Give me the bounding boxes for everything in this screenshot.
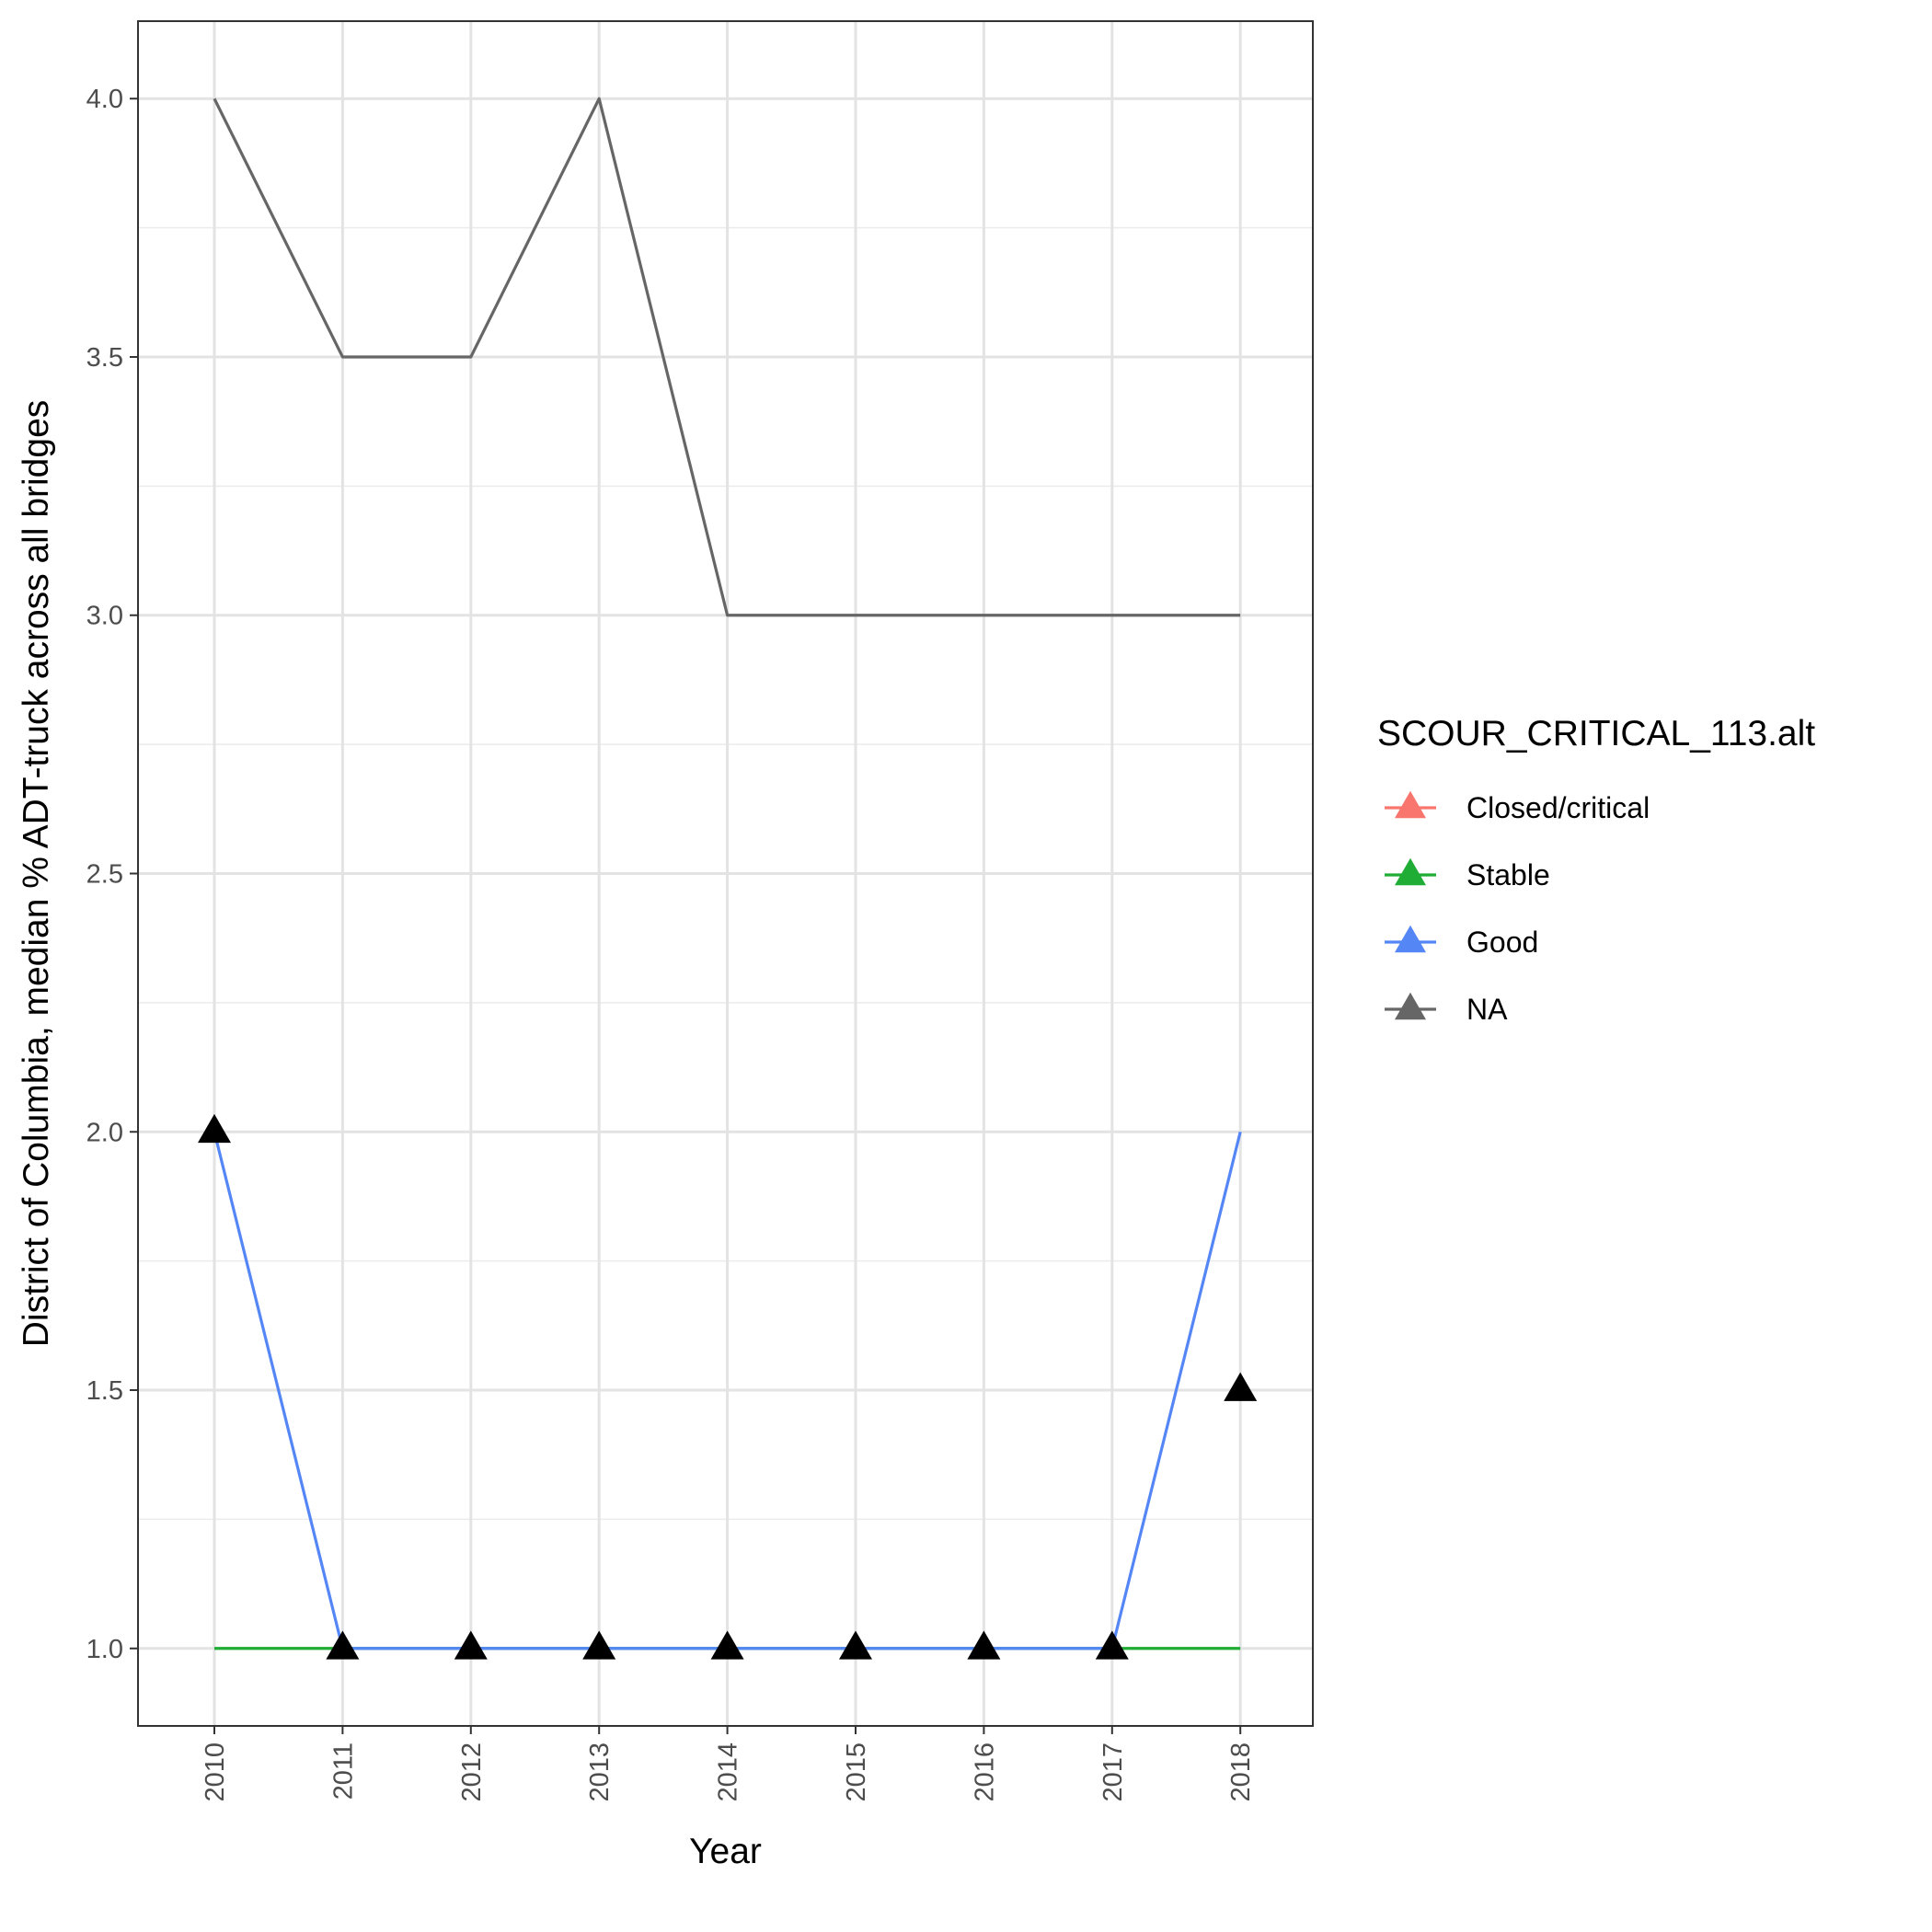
legend-label-stable: Stable — [1466, 858, 1550, 891]
data-point-marker — [1095, 1630, 1129, 1660]
series-line-na — [213, 97, 1241, 617]
x-tick-label: 2017 — [1098, 1742, 1128, 1802]
legend: SCOUR_CRITICAL_113.alt Closed/critical St… — [1377, 714, 1815, 1026]
x-tick-label: 2010 — [201, 1742, 230, 1802]
y-tick-label: 3.0 — [86, 602, 123, 631]
grid-major — [138, 21, 1313, 1726]
x-axis-title: Year — [689, 1832, 762, 1871]
legend-label-closed-critical: Closed/critical — [1466, 791, 1650, 824]
y-tick-label: 1.0 — [86, 1635, 123, 1664]
y-axis-ticks: 1.0 1.5 2.0 2.5 3.0 3.5 4.0 — [86, 85, 138, 1664]
y-axis-title: District of Columbia, median % ADT-truck… — [17, 400, 56, 1348]
legend-key-triangle-closed-critical — [1395, 790, 1426, 819]
data-point-marker — [967, 1630, 1001, 1660]
x-tick-label: 2018 — [1226, 1742, 1256, 1802]
y-tick-label: 1.5 — [86, 1376, 123, 1406]
legend-label-na: NA — [1466, 993, 1508, 1026]
legend-key-triangle-na — [1395, 992, 1426, 1020]
data-point-marker — [326, 1630, 360, 1660]
x-tick-label: 2013 — [585, 1742, 615, 1802]
legend-title: SCOUR_CRITICAL_113.alt — [1377, 714, 1815, 753]
data-point-marker — [839, 1630, 872, 1660]
y-tick-label: 4.0 — [86, 85, 123, 114]
x-tick-label: 2015 — [842, 1742, 871, 1802]
data-point-marker — [1224, 1372, 1258, 1401]
legend-keys: Closed/critical Stable Good NA — [1385, 790, 1650, 1026]
y-tick-label: 2.5 — [86, 860, 123, 890]
y-tick-label: 2.0 — [86, 1118, 123, 1147]
legend-key-triangle-good — [1395, 925, 1426, 953]
x-tick-label: 2012 — [457, 1742, 487, 1802]
legend-label-good: Good — [1466, 926, 1538, 959]
markers — [198, 1113, 1258, 1660]
y-tick-label: 3.5 — [86, 343, 123, 373]
data-point-marker — [710, 1630, 744, 1660]
x-tick-label: 2011 — [328, 1742, 358, 1800]
data-point-marker — [582, 1630, 616, 1660]
data-point-marker — [454, 1630, 488, 1660]
x-tick-label: 2014 — [714, 1742, 743, 1802]
legend-key-triangle-stable — [1395, 857, 1426, 886]
x-axis-ticks: 2010 2011 2012 2013 2014 2015 2016 2017 2018 — [201, 1726, 1256, 1802]
data-point-marker — [198, 1113, 231, 1144]
x-tick-label: 2016 — [970, 1742, 999, 1802]
grid-minor — [138, 226, 1313, 1521]
